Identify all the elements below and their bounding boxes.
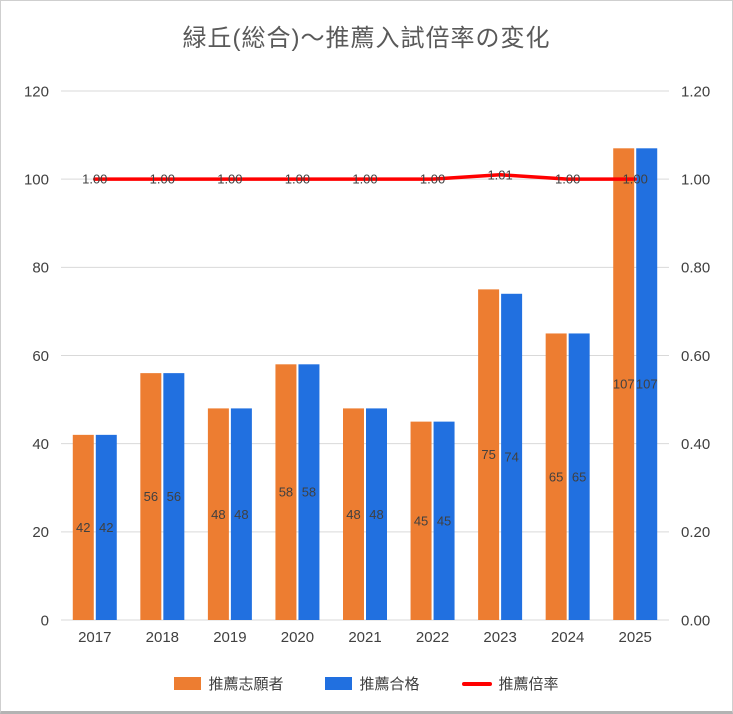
bar-passed-2023[interactable] (501, 293, 523, 620)
bar-applicants-2019[interactable] (207, 408, 229, 620)
left-axis-tick-label: 80 (32, 260, 49, 277)
right-axis-tick-label: 0.20 (681, 524, 710, 541)
bar-passed-2018[interactable] (163, 373, 185, 620)
x-axis-label: 2023 (483, 629, 516, 646)
ratio-line[interactable] (93, 173, 637, 181)
bar-passed-2017[interactable] (95, 434, 117, 620)
x-axis-label: 2021 (348, 629, 381, 646)
bar-data-label: 58 (279, 485, 293, 500)
line-data-label: 1.00 (420, 172, 445, 187)
bar-passed-2021[interactable] (366, 408, 387, 620)
bar-passed-2019[interactable] (230, 408, 252, 620)
left-axis-tick-label: 100 (24, 171, 49, 188)
bar-data-label: 42 (76, 520, 90, 535)
bar-applicants-2018[interactable] (140, 373, 162, 620)
legend-item-passed[interactable]: 推薦合格 (325, 673, 420, 694)
line-data-label: 1.01 (487, 167, 512, 182)
bar-data-label: 48 (234, 507, 248, 522)
right-axis-tick-label: 0.80 (681, 260, 710, 277)
right-axis-tick-label: 1.20 (681, 83, 710, 100)
legend-item-ratio[interactable]: 推薦倍率 (461, 673, 559, 694)
line-data-label: 1.00 (150, 172, 175, 187)
bar-passed-2020[interactable] (298, 364, 320, 620)
left-axis-tick-label: 20 (32, 524, 49, 541)
bar-applicants-2020[interactable] (275, 364, 297, 620)
line-data-label: 1.00 (217, 172, 242, 187)
bar-applicants-2025[interactable] (613, 148, 635, 620)
bar-data-label: 65 (572, 469, 586, 484)
legend-swatch-ratio-line-icon (461, 681, 492, 686)
left-axis-tick-label: 60 (32, 348, 49, 365)
bar-data-label: 107 (636, 377, 658, 392)
x-axis-label: 2025 (619, 629, 652, 646)
right-axis-tick-label: 0.00 (681, 612, 710, 629)
bar-data-label: 48 (211, 507, 225, 522)
chart-title: 緑丘(総合)～推薦入試倍率の変化 (182, 25, 551, 52)
bar-data-label: 56 (144, 489, 158, 504)
line-data-label: 1.00 (623, 172, 648, 187)
right-axis-tick-label: 1.00 (681, 171, 710, 188)
bar-data-label: 75 (481, 447, 495, 462)
bar-passed-2024[interactable] (568, 333, 590, 620)
x-axis-label: 2017 (78, 629, 111, 646)
bar-data-label: 45 (414, 513, 428, 528)
bar-applicants-2017[interactable] (72, 434, 94, 620)
bar-data-label: 56 (167, 489, 181, 504)
bar-data-label: 74 (504, 449, 518, 464)
legend-item-applicants[interactable]: 推薦志願者 (174, 673, 283, 694)
bar-data-label: 107 (613, 377, 635, 392)
bar-passed-2022[interactable] (433, 421, 455, 620)
legend-label-ratio: 推薦倍率 (498, 676, 559, 693)
x-axis-label: 2018 (146, 629, 179, 646)
bar-applicants-2023[interactable] (478, 289, 500, 620)
bar-applicants-2024[interactable] (545, 333, 567, 620)
bar-data-label: 45 (437, 513, 451, 528)
bar-applicants-2021[interactable] (343, 408, 364, 620)
left-axis-tick-label: 120 (24, 83, 49, 100)
right-axis-tick-label: 0.40 (681, 436, 710, 453)
bar-data-label: 58 (302, 485, 316, 500)
x-axis-label: 2019 (213, 629, 246, 646)
left-axis-tick-label: 40 (32, 436, 49, 453)
legend-swatch-passed-icon (325, 677, 353, 690)
bar-data-label: 48 (369, 507, 383, 522)
legend-label-passed: 推薦合格 (359, 676, 420, 693)
x-axis-label: 2020 (281, 629, 314, 646)
right-axis-tick-label: 0.60 (681, 348, 710, 365)
left-axis-tick-label: 0 (41, 612, 49, 629)
line-data-label: 1.00 (285, 172, 310, 187)
line-data-label: 1.00 (82, 172, 107, 187)
chart-legend: 推薦志願者 推薦合格 推薦倍率 (1, 673, 732, 694)
line-data-label: 1.00 (352, 172, 377, 187)
bar-data-label: 65 (549, 469, 563, 484)
x-axis-label: 2024 (551, 629, 584, 646)
bar-applicants-2022[interactable] (410, 421, 432, 620)
bar-data-label: 42 (99, 520, 113, 535)
legend-swatch-applicants-icon (174, 677, 202, 690)
bar-passed-2025[interactable] (636, 148, 658, 620)
legend-label-applicants: 推薦志願者 (208, 676, 284, 693)
x-axis-label: 2022 (416, 629, 449, 646)
bar-data-label: 48 (346, 507, 360, 522)
line-data-label: 1.00 (555, 172, 580, 187)
